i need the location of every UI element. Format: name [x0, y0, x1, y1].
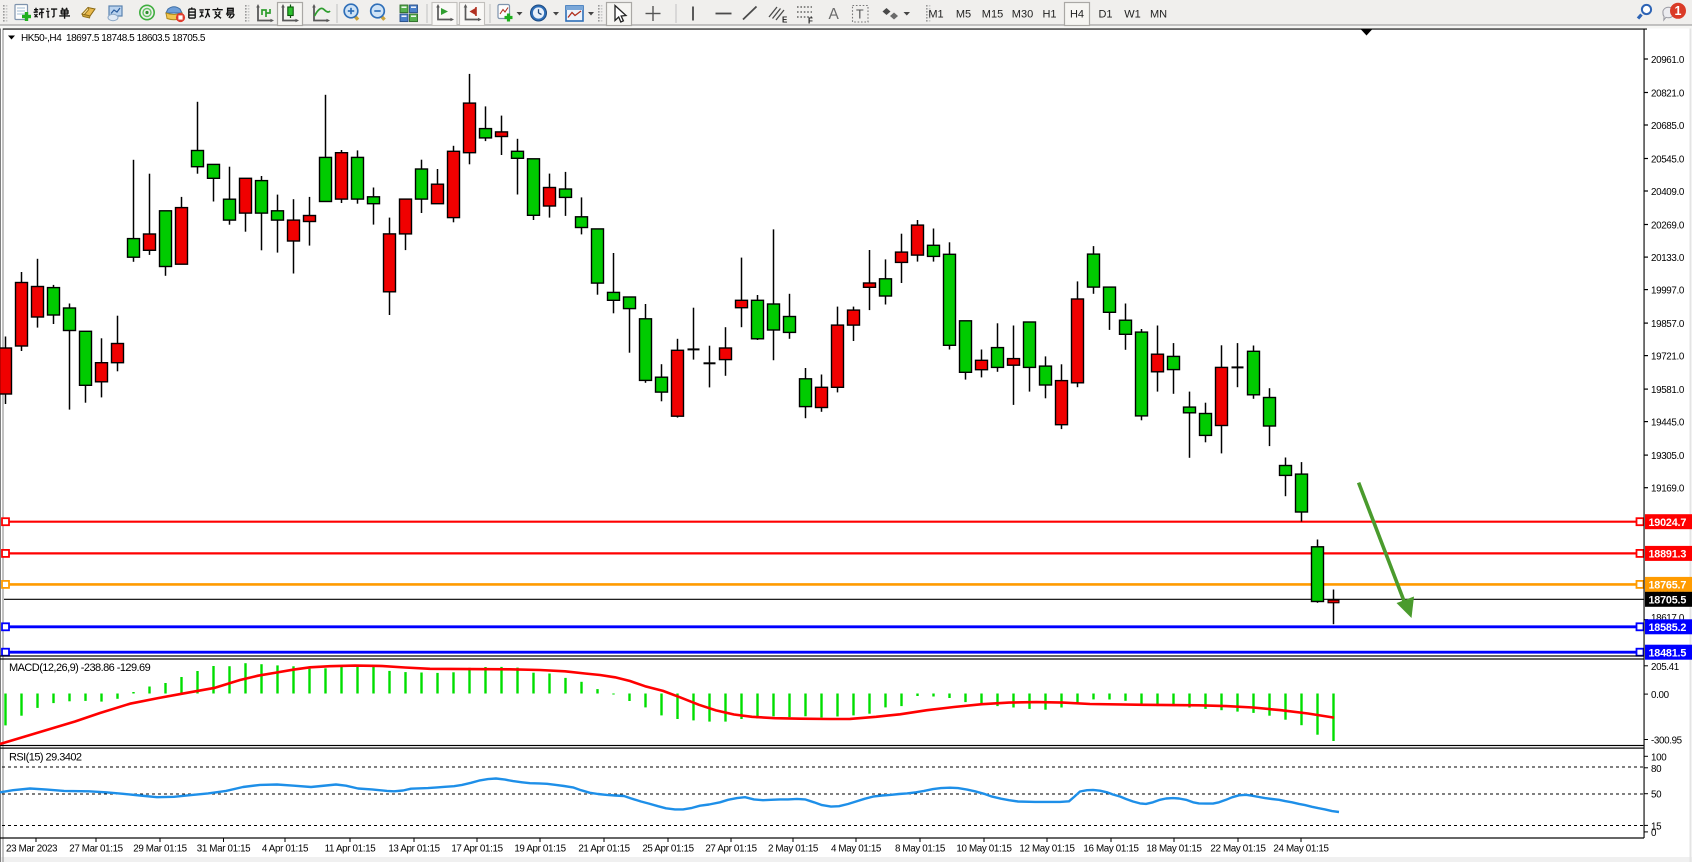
svg-text:24 May 01:15: 24 May 01:15	[1273, 844, 1329, 855]
svg-text:11 Apr 01:15: 11 Apr 01:15	[325, 844, 377, 855]
svg-text:T: T	[856, 8, 864, 22]
svg-text:MACD(12,26,9) -238.86 -129.69: MACD(12,26,9) -238.86 -129.69	[9, 662, 151, 674]
svg-text:12 May 01:15: 12 May 01:15	[1019, 844, 1075, 855]
svg-text:13 Apr 01:15: 13 Apr 01:15	[388, 844, 440, 855]
svg-text:D1: D1	[1098, 9, 1112, 21]
svg-text:18 May 01:15: 18 May 01:15	[1146, 844, 1202, 855]
svg-text:2 May 01:15: 2 May 01:15	[768, 844, 819, 855]
svg-text:25 Apr 01:15: 25 Apr 01:15	[642, 844, 694, 855]
svg-text:A: A	[829, 6, 840, 23]
svg-text:20409.0: 20409.0	[1651, 187, 1685, 198]
svg-text:20133.0: 20133.0	[1651, 253, 1685, 264]
svg-text:1: 1	[1675, 4, 1682, 18]
svg-text:31 Mar 01:15: 31 Mar 01:15	[197, 844, 251, 855]
svg-text:H1: H1	[1042, 9, 1056, 21]
svg-text:H4: H4	[1070, 9, 1084, 21]
svg-text:19857.0: 19857.0	[1651, 319, 1685, 330]
svg-text:23 Mar 2023: 23 Mar 2023	[6, 844, 58, 855]
svg-text:4 May 01:15: 4 May 01:15	[831, 844, 882, 855]
svg-text:29 Mar 01:15: 29 Mar 01:15	[133, 844, 187, 855]
svg-text:18585.2: 18585.2	[1649, 622, 1687, 634]
svg-text:19305.0: 19305.0	[1651, 451, 1685, 462]
svg-text:M5: M5	[956, 9, 971, 21]
svg-text:16 May 01:15: 16 May 01:15	[1083, 844, 1139, 855]
svg-text:205.41: 205.41	[1651, 662, 1679, 673]
svg-text:20685.0: 20685.0	[1651, 121, 1685, 132]
svg-text:20961.0: 20961.0	[1651, 55, 1685, 66]
svg-text:RSI(15) 29.3402: RSI(15) 29.3402	[9, 752, 82, 764]
svg-text:20545.0: 20545.0	[1651, 155, 1685, 166]
svg-text:15: 15	[1651, 821, 1662, 832]
svg-text:19997.0: 19997.0	[1651, 286, 1685, 297]
svg-text:19581.0: 19581.0	[1651, 385, 1685, 396]
svg-text:19721.0: 19721.0	[1651, 352, 1685, 363]
svg-text:20269.0: 20269.0	[1651, 221, 1685, 232]
svg-text:M1: M1	[928, 9, 943, 21]
svg-text:19445.0: 19445.0	[1651, 418, 1685, 429]
svg-text:19024.7: 19024.7	[1649, 517, 1687, 529]
svg-text:27 Apr 01:15: 27 Apr 01:15	[705, 844, 757, 855]
svg-text:18705.5: 18705.5	[1649, 595, 1687, 607]
svg-text:4 Apr 01:15: 4 Apr 01:15	[262, 844, 309, 855]
svg-text:17 Apr 01:15: 17 Apr 01:15	[451, 844, 503, 855]
svg-text:20821.0: 20821.0	[1651, 89, 1685, 100]
svg-text:18481.5: 18481.5	[1649, 647, 1687, 659]
svg-text:W1: W1	[1124, 9, 1141, 21]
svg-text:18617.0: 18617.0	[1651, 613, 1685, 624]
svg-text:50: 50	[1651, 790, 1662, 801]
svg-text:18891.3: 18891.3	[1649, 549, 1687, 561]
svg-text:-300.95: -300.95	[1651, 736, 1683, 747]
svg-text:8 May 01:15: 8 May 01:15	[895, 844, 946, 855]
svg-text:0: 0	[1651, 828, 1657, 839]
svg-text:100: 100	[1651, 752, 1667, 763]
svg-text:0.00: 0.00	[1651, 690, 1670, 701]
svg-text:MN: MN	[1150, 9, 1167, 21]
svg-text:80: 80	[1651, 764, 1662, 775]
svg-text:18765.7: 18765.7	[1649, 580, 1687, 592]
svg-text:F: F	[808, 17, 813, 26]
svg-text:22 May 01:15: 22 May 01:15	[1210, 844, 1266, 855]
svg-text:M30: M30	[1012, 9, 1033, 21]
svg-text:19169.0: 19169.0	[1651, 484, 1685, 495]
svg-text:19 Apr 01:15: 19 Apr 01:15	[514, 844, 566, 855]
svg-text:HK50-,H4 18697.5 18748.5 1860: HK50-,H4 18697.5 18748.5 18603.5 18705.5	[21, 33, 206, 44]
svg-text:E: E	[782, 16, 788, 25]
svg-text:27 Mar 01:15: 27 Mar 01:15	[69, 844, 123, 855]
svg-text:10 May 01:15: 10 May 01:15	[956, 844, 1012, 855]
svg-text:M15: M15	[982, 9, 1003, 21]
svg-text:21 Apr 01:15: 21 Apr 01:15	[578, 844, 630, 855]
